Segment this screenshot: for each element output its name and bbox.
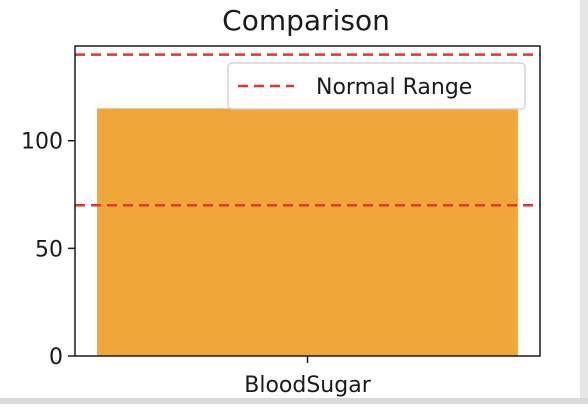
y-tick-label: 50 xyxy=(35,237,63,262)
x-tick-label: BloodSugar xyxy=(244,373,371,398)
axes-frame xyxy=(74,45,541,357)
y-tick-label: 0 xyxy=(49,345,63,370)
window-edge-bottom xyxy=(0,398,588,404)
legend-box xyxy=(227,62,526,110)
bar-bloodsugar xyxy=(97,108,518,356)
plot-area xyxy=(75,53,540,356)
legend-label: Normal Range xyxy=(316,75,472,100)
y-tick-label: 100 xyxy=(21,130,63,155)
legend: Normal Range xyxy=(227,62,526,110)
chart-title: Comparison xyxy=(222,4,390,37)
window-edge-right xyxy=(580,0,588,404)
axes: BloodSugar 0 50 100 xyxy=(21,45,541,398)
